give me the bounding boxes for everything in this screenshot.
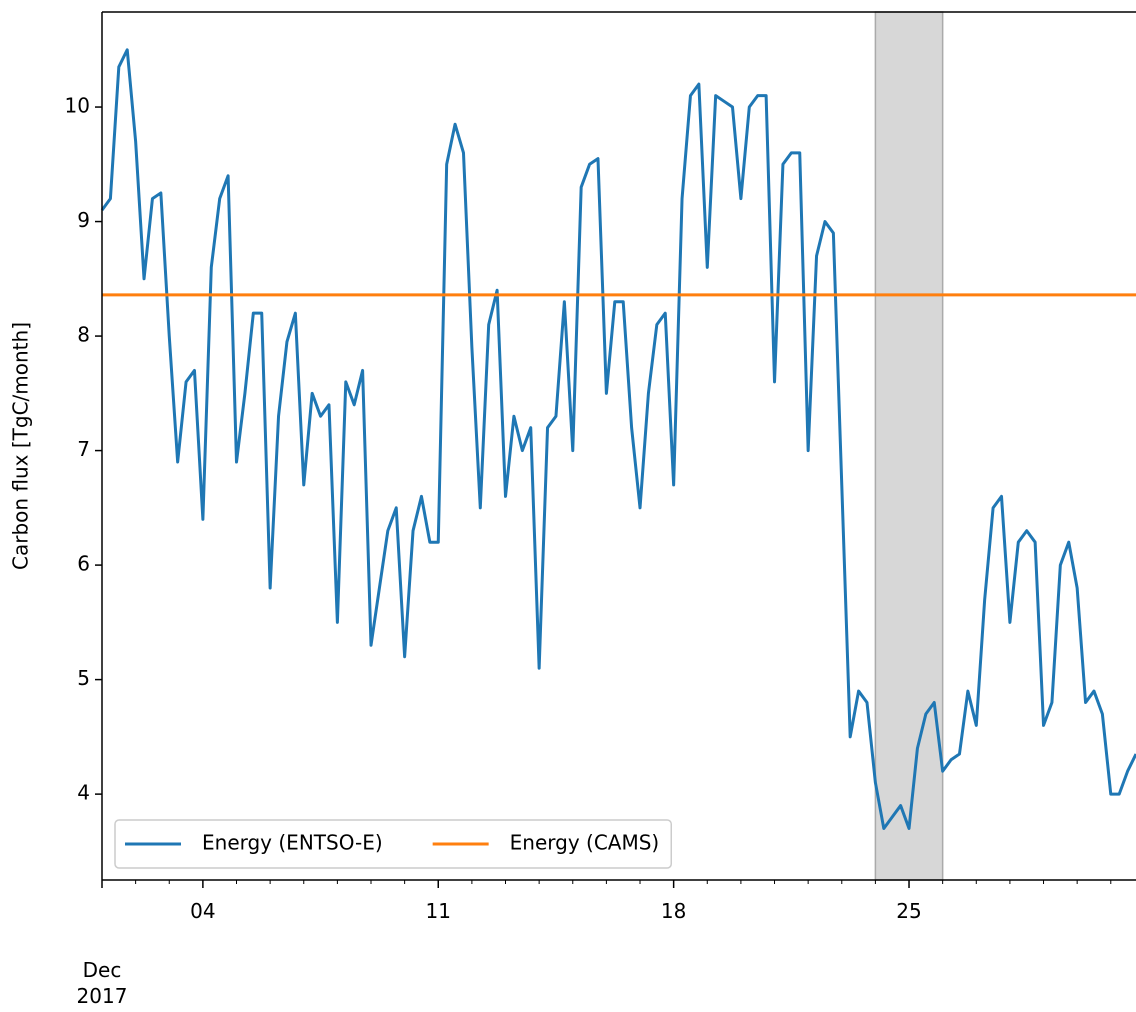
x-tick-label: 04 (190, 899, 216, 923)
y-tick-label: 6 (77, 552, 90, 576)
y-tick-label: 8 (77, 323, 90, 347)
x-tick-label: 18 (660, 899, 687, 923)
y-tick-label: 9 (77, 208, 90, 232)
y-tick-label: 4 (77, 781, 90, 805)
y-axis-label: Carbon flux [TgC/month] (9, 322, 33, 570)
shaded-span (874, 11, 944, 881)
y-tick-label: 5 (77, 666, 90, 690)
legend-label: Energy (CAMS) (510, 831, 660, 855)
x-tick-label: 25 (896, 899, 922, 923)
legend-box (114, 819, 672, 869)
x-tick-label: 11 (425, 899, 451, 923)
y-tick-label: 10 (65, 94, 90, 118)
y-tick-label: 7 (77, 437, 90, 461)
x-tick-label: Dec 2017 (76, 958, 128, 1008)
data-line (100, 48, 1136, 830)
legend-label: Energy (ENTSO-E) (202, 831, 383, 855)
